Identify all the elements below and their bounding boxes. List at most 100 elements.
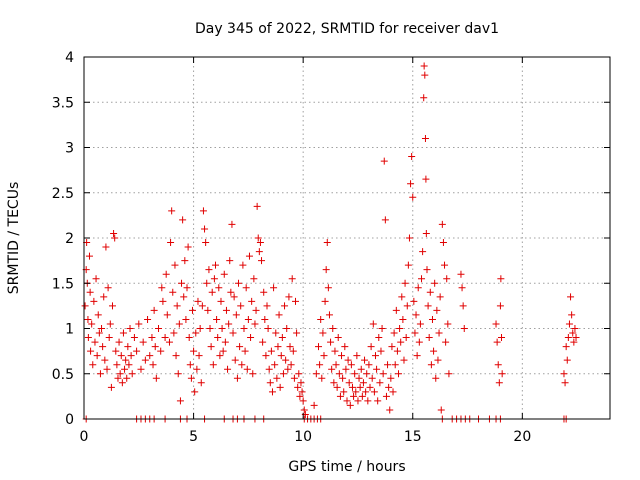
data-point (117, 352, 125, 360)
data-point (161, 334, 169, 342)
data-point (338, 352, 346, 360)
data-point (357, 365, 365, 373)
data-point (261, 315, 269, 323)
data-point (283, 325, 291, 332)
data-point (420, 62, 428, 70)
data-point (458, 284, 466, 292)
x-axis-label: GPS time / hours (288, 459, 405, 475)
data-point (444, 320, 452, 328)
data-point (399, 315, 407, 323)
data-point (285, 293, 293, 301)
data-point (111, 234, 119, 242)
data-point (112, 347, 120, 355)
data-point (219, 347, 227, 355)
data-point (281, 302, 289, 310)
data-point (194, 297, 202, 305)
data-point (279, 370, 287, 378)
data-point (93, 352, 101, 360)
data-point (331, 347, 339, 355)
data-point (263, 302, 271, 310)
data-point (415, 338, 423, 346)
chart-title: Day 345 of 2022, SRMTID for receiver dav… (195, 21, 499, 37)
data-point (438, 220, 446, 228)
data-point (277, 352, 285, 360)
data-point (295, 370, 303, 378)
data-point (397, 338, 405, 346)
data-point (565, 320, 573, 328)
data-point (237, 302, 245, 310)
data-point (123, 374, 131, 382)
data-point (402, 334, 410, 342)
data-point (496, 302, 504, 310)
data-point (421, 134, 429, 142)
data-point (346, 401, 354, 409)
data-point (381, 216, 389, 224)
data-point (404, 261, 412, 269)
data-point (89, 361, 97, 369)
data-point (457, 270, 465, 278)
data-point (85, 252, 93, 260)
data-point (459, 302, 467, 310)
data-point (359, 379, 367, 387)
data-point (150, 306, 158, 314)
y-tick-label: 1 (65, 322, 74, 338)
data-point (233, 374, 241, 382)
data-point (431, 279, 439, 287)
data-point (430, 347, 438, 355)
data-point (243, 365, 251, 373)
data-point (564, 334, 572, 342)
data-point (273, 374, 281, 382)
data-point (228, 220, 236, 228)
data-point (278, 334, 286, 342)
data-point (340, 388, 348, 396)
data-point (110, 229, 118, 237)
data-point (358, 392, 366, 400)
data-point (361, 356, 369, 364)
data-point (493, 338, 501, 346)
data-point (411, 329, 419, 337)
data-point (312, 370, 320, 378)
y-tick-label: 1.5 (52, 276, 74, 292)
data-point (336, 392, 344, 400)
data-point (296, 392, 304, 400)
y-axis-label: SRMTID / TECUs (6, 182, 22, 295)
data-point (568, 311, 576, 319)
data-point (114, 374, 122, 382)
data-point (268, 388, 276, 396)
data-point (495, 379, 503, 387)
data-point (426, 288, 434, 296)
data-point (316, 361, 324, 369)
data-point (343, 397, 351, 405)
data-point (133, 347, 141, 355)
data-point (298, 388, 306, 396)
data-point (390, 329, 398, 337)
data-point (321, 297, 329, 305)
data-point (561, 379, 569, 387)
data-point (224, 365, 232, 373)
data-point (105, 334, 113, 342)
data-point (206, 325, 214, 332)
data-point (190, 347, 198, 355)
data-point (215, 284, 223, 292)
y-tick-label: 0 (65, 412, 74, 428)
data-point (113, 361, 121, 369)
data-point (225, 320, 233, 328)
data-point (84, 315, 92, 323)
data-point (460, 325, 468, 332)
data-point (86, 288, 94, 296)
data-point (256, 239, 264, 247)
data-point (377, 347, 385, 355)
data-point (260, 288, 268, 296)
data-point (492, 320, 500, 328)
data-point (84, 334, 92, 342)
data-point (412, 311, 420, 319)
data-point (188, 306, 196, 314)
data-point (422, 229, 430, 237)
data-point (324, 284, 332, 292)
data-point (348, 383, 356, 391)
data-point (151, 343, 159, 351)
data-point (118, 379, 126, 387)
data-point (204, 306, 212, 314)
